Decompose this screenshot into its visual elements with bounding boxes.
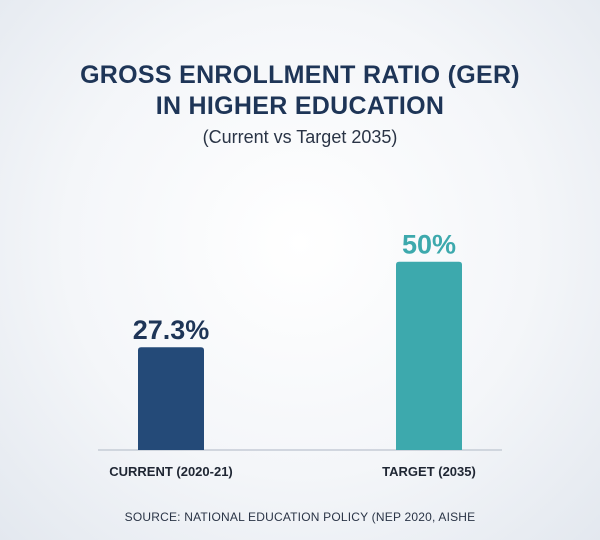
chart-title-line-2: IN HIGHER EDUCATION bbox=[155, 92, 445, 120]
category-label-target: TARGET (2035) bbox=[382, 464, 476, 479]
bar-target bbox=[396, 261, 462, 450]
category-label-current: CURRENT (2020-21) bbox=[109, 464, 233, 479]
source-note: SOURCE: NATIONAL EDUCATION POLICY (NEP 2… bbox=[124, 510, 476, 524]
chart-title-block: GROSS ENROLLMENT RATIO (GER) IN HIGHER E… bbox=[0, 60, 600, 149]
data-label-current: 27.3% bbox=[133, 315, 210, 345]
chart-subtitle: (Current vs Target 2035) bbox=[202, 127, 398, 147]
chart-title-line-1: GROSS ENROLLMENT RATIO (GER) bbox=[80, 61, 520, 89]
data-label-target: 50% bbox=[402, 230, 456, 260]
bar-current bbox=[138, 347, 204, 450]
